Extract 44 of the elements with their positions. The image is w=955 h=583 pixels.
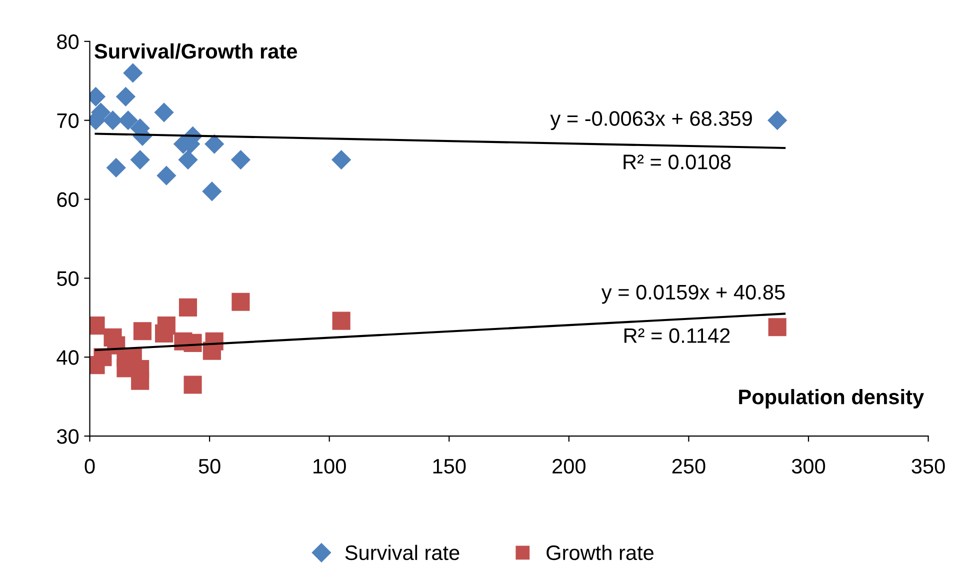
point [118, 110, 138, 130]
point [184, 376, 202, 394]
annotation: R² = 0.1142 [624, 328, 730, 344]
x-tick-label: 350 [912, 458, 945, 474]
y-tick-label: 60 [57, 192, 79, 208]
point [231, 150, 250, 170]
legend-label: Survival rate [345, 544, 460, 560]
point [116, 87, 136, 106]
x-tick-label: 300 [792, 458, 826, 474]
point [133, 322, 152, 340]
point [154, 102, 174, 122]
point [131, 372, 150, 390]
point [332, 150, 351, 170]
point [768, 110, 787, 130]
point [332, 312, 350, 330]
x-tick-label: 150 [433, 458, 466, 474]
x-tick-label: 250 [672, 458, 706, 474]
legend-label: Growth rate [546, 544, 654, 560]
point [204, 134, 224, 154]
point [157, 316, 176, 335]
point [178, 150, 198, 170]
point [130, 150, 150, 170]
x-tick-label: 50 [198, 458, 220, 474]
point [202, 182, 222, 201]
point [178, 298, 198, 316]
y-tick-label: 70 [57, 113, 79, 128]
y-tick-label: 40 [56, 350, 79, 365]
y-tick-label: 80 [57, 34, 79, 50]
y-axis-title: Survival/Growth rate [94, 43, 298, 59]
x-tick-label: 200 [552, 458, 586, 474]
annotation: R² = 0.0108 [624, 154, 731, 170]
annotation: y = 0.0159x + 40.85 [601, 284, 785, 304]
point [232, 292, 250, 311]
point [106, 158, 126, 178]
point [103, 110, 122, 130]
point [768, 318, 786, 336]
annotation: y = -0.0063x + 68.359 [550, 111, 752, 130]
x-tick-label: 0 [84, 458, 95, 474]
point [123, 63, 142, 82]
point [156, 166, 176, 186]
x-axis-title: Population density [739, 389, 924, 408]
y-tick-label: 30 [56, 429, 79, 444]
x-tick-label: 100 [314, 458, 346, 474]
y-tick-label: 50 [57, 271, 79, 286]
